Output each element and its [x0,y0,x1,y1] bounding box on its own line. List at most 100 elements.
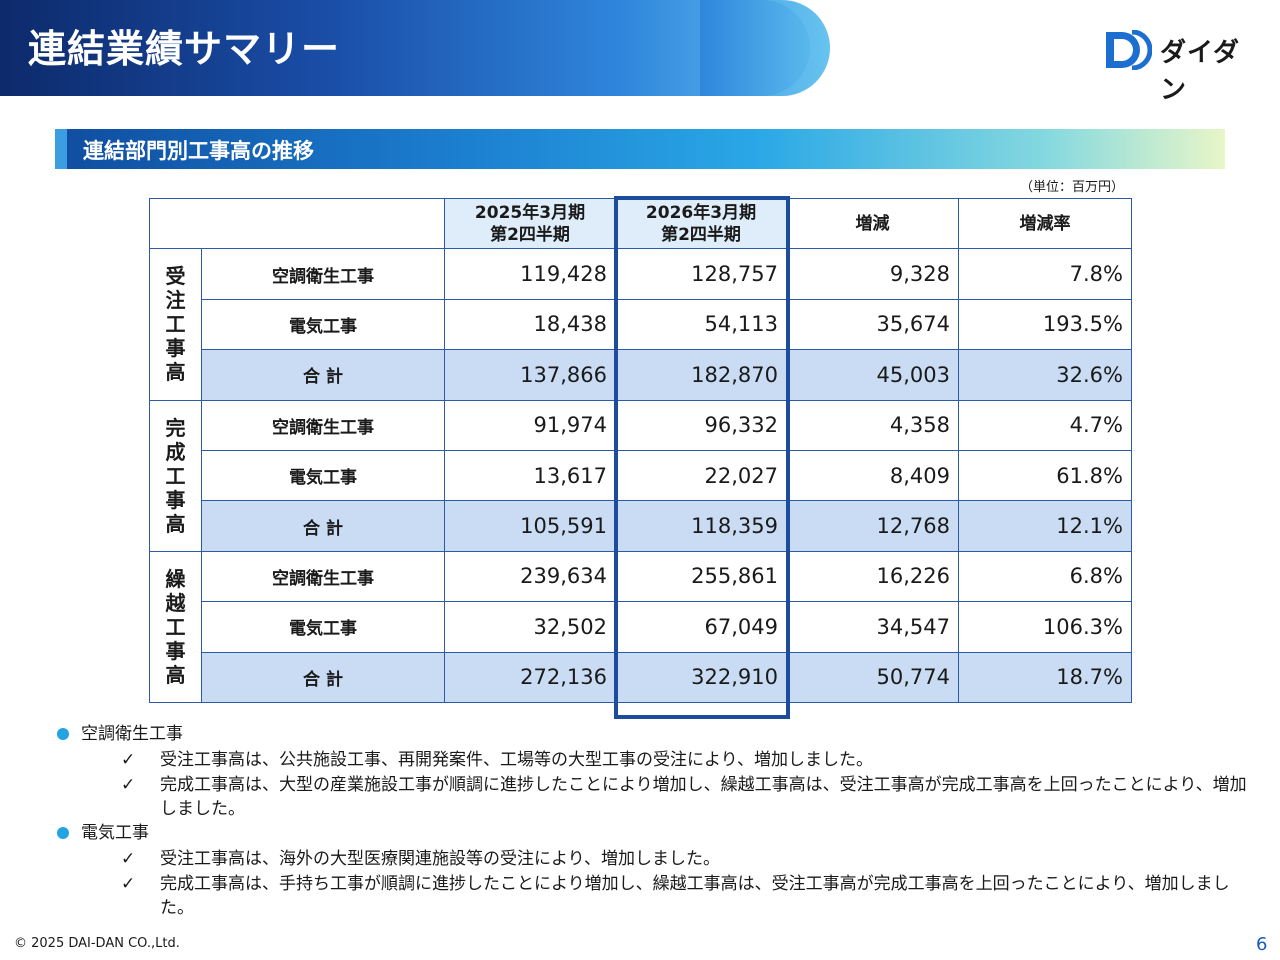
col-header-change: 増減 [786,197,959,250]
commentary: 空調衛生工事 ✓ 受注工事高は、公共施設工事、再開発案件、工場等の大型工事の受注によ… [55,722,1255,920]
category-char: 高 [165,662,186,687]
table-row: 繰越工事高空調衛生工事 239,634 255,861 16,226 6.8% [149,550,1132,703]
bullet-item: ✓ 完成工事高は、手持ち工事が順調に進捗したことにより増加し、繰越工事高は、受注工… [55,872,1255,920]
check-icon: ✓ [121,849,136,869]
value-change-rate: 6.8% [958,550,1132,603]
table-row: 完成工事高空調衛生工事 91,974 96,332 4,358 4.7% [149,399,1132,552]
category-char: 注 [165,288,186,313]
value-change-rate: 7.8% [958,248,1132,300]
category-char: 事 [165,336,186,361]
header-decoration [700,0,810,96]
category-label: 繰越工事高 [149,550,202,703]
section-title: 連結部門別工事高の推移 [83,139,314,163]
row-label: 電気工事 [201,298,445,351]
category-label: 完成工事高 [149,399,202,552]
col-header-prev-line1: 2025年3月期 [474,202,586,223]
col-header-curr: 2026年3月期 第2四半期 [615,197,787,250]
bullet-heading-text: 電気工事 [81,823,149,843]
table-row: 合 計 272,136 322,910 50,774 18.7% [150,651,1132,703]
table-row: 電気工事 13,617 22,027 8,409 61.8% [150,449,1132,502]
header-band [0,0,830,96]
row-label: 空調衛生工事 [201,399,445,451]
category-char: 高 [165,511,186,536]
value-change-rate: 193.5% [958,298,1132,351]
category-char: 越 [165,590,186,615]
value-prev: 32,502 [444,601,616,653]
category-char: 工 [165,312,186,337]
value-prev: 13,617 [444,449,616,502]
section-accent [55,129,67,169]
value-prev: 239,634 [444,550,616,603]
col-header-change-rate: 増減率 [958,197,1132,250]
header-blank-cell [149,197,445,250]
row-label: 電気工事 [201,601,445,653]
value-change: 35,674 [786,298,959,351]
col-header-prev-line2: 第2四半期 [490,224,570,245]
logo-mark-icon [1106,30,1152,70]
value-change: 4,358 [786,399,959,451]
logo-text: ダイダン [1160,38,1240,105]
bullet-item-text: 完成工事高は、大型の産業施設工事が順調に進捗したことにより増加し、繰越工事高は、… [160,775,1247,819]
category-char: 繰 [165,566,186,591]
page-title: 連結業績サマリー [28,27,341,71]
check-icon: ✓ [121,750,136,770]
category-char: 高 [165,360,186,385]
table-row: 受注工事高空調衛生工事 119,428 128,757 9,328 7.8% [149,248,1132,401]
value-prev: 91,974 [444,399,616,451]
value-change-rate: 4.7% [958,399,1132,451]
table-row: 合 計 105,591 118,359 12,768 12.1% [150,500,1132,552]
copyright: © 2025 DAI-DAN CO.,Ltd. [14,936,180,951]
category-char: 工 [165,463,186,488]
value-change-rate: 32.6% [958,349,1132,401]
row-label: 合 計 [201,500,445,552]
col-header-curr-line1: 2026年3月期 [645,202,757,223]
value-curr: 128,757 [615,248,787,300]
check-icon: ✓ [121,775,136,795]
table-header-row: 2025年3月期 第2四半期 2026年3月期 第2四半期 増減 増減率 [149,197,1132,250]
bullet-dot-icon [57,827,69,839]
value-change-rate: 18.7% [958,651,1132,703]
row-label: 合 計 [201,349,445,401]
value-curr: 22,027 [615,449,787,502]
value-curr: 54,113 [615,298,787,351]
value-change: 8,409 [786,449,959,502]
value-curr: 182,870 [615,349,787,401]
value-prev: 105,591 [444,500,616,552]
category-char: 工 [165,614,186,639]
category-char: 成 [165,439,186,464]
results-table: 2025年3月期 第2四半期 2026年3月期 第2四半期 増減 増減率 受注工… [149,197,1132,703]
bullet-item: ✓ 受注工事高は、海外の大型医療関連施設等の受注により、増加しました。 [55,847,1255,871]
bullet-item: ✓ 受注工事高は、公共施設工事、再開発案件、工場等の大型工事の受注により、増加しま… [55,748,1255,772]
bullet-item-text: 受注工事高は、海外の大型医療関連施設等の受注により、増加しました。 [160,849,720,869]
value-change-rate: 61.8% [958,449,1132,502]
category-char: 受 [165,264,186,289]
value-change: 16,226 [786,550,959,603]
col-header-prev: 2025年3月期 第2四半期 [444,197,616,250]
bullet-heading: 空調衛生工事 [55,722,1255,748]
page-number: 6 [1256,934,1268,955]
row-label: 空調衛生工事 [201,550,445,603]
value-change-rate: 106.3% [958,601,1132,653]
col-header-curr-line2: 第2四半期 [661,224,741,245]
value-change: 12,768 [786,500,959,552]
value-prev: 272,136 [444,651,616,703]
value-prev: 137,866 [444,349,616,401]
value-prev: 119,428 [444,248,616,300]
category-label: 受注工事高 [149,248,202,401]
value-prev: 18,438 [444,298,616,351]
bullet-heading: 電気工事 [55,821,1255,847]
unit-note: （単位：百万円） [1020,180,1125,195]
table-row: 電気工事 32,502 67,049 34,547 106.3% [150,601,1132,653]
company-logo: ダイダン [1104,30,1254,105]
value-curr: 255,861 [615,550,787,603]
category-char: 事 [165,487,186,512]
value-change: 45,003 [786,349,959,401]
value-change: 50,774 [786,651,959,703]
category-char: 完 [165,415,186,440]
value-change: 34,547 [786,601,959,653]
value-curr: 118,359 [615,500,787,552]
value-curr: 322,910 [615,651,787,703]
bullet-item-text: 受注工事高は、公共施設工事、再開発案件、工場等の大型工事の受注により、増加しまし… [160,750,873,770]
table-row: 合 計 137,866 182,870 45,003 32.6% [150,349,1132,401]
row-label: 空調衛生工事 [201,248,445,300]
